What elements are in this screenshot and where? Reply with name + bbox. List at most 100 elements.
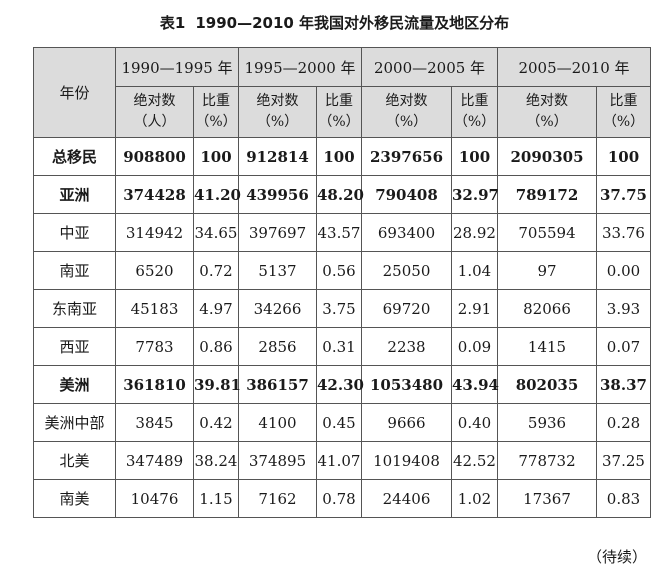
abs-cell: 1019408: [361, 441, 452, 480]
row-label: 北美: [33, 441, 116, 480]
share-cell: 0.07: [596, 327, 651, 366]
row-label: 东南亚: [33, 289, 116, 328]
share-cell: 2.91: [451, 289, 498, 328]
share-cell: 34.65: [193, 213, 239, 252]
table-row: 东南亚 45183 4.97 34266 3.75 69720 2.91 82066 3.93: [33, 289, 651, 328]
abs-cell: 374428: [115, 175, 194, 214]
abs-cell: 25050: [361, 251, 452, 290]
share-cell: 0.45: [316, 403, 362, 442]
share-cell: 100: [316, 137, 362, 176]
table-row: 美洲中部 3845 0.42 4100 0.45 9666 0.40 5936 0.28: [33, 403, 651, 442]
period-header: 2005—2010 年: [497, 47, 651, 87]
share-cell: 33.76: [596, 213, 651, 252]
abs-cell: 9666: [361, 403, 452, 442]
abs-cell: 7783: [115, 327, 194, 366]
share-cell: 0.00: [596, 251, 651, 290]
row-label: 南美: [33, 479, 116, 518]
period-header: 1995—2000 年: [238, 47, 362, 87]
share-cell: 0.28: [596, 403, 651, 442]
share-cell: 0.09: [451, 327, 498, 366]
abs-cell: 2238: [361, 327, 452, 366]
abs-cell: 34266: [238, 289, 317, 328]
table-row: 南美 10476 1.15 7162 0.78 24406 1.02 17367 0.83: [33, 479, 651, 518]
abs-cell: 2856: [238, 327, 317, 366]
share-cell: 42.52: [451, 441, 498, 480]
table-row: 西亚 7783 0.86 2856 0.31 2238 0.09 1415 0.07: [33, 327, 651, 366]
abs-cell: 1053480: [361, 365, 452, 404]
abs-cell: 789172: [497, 175, 597, 214]
abs-cell: 908800: [115, 137, 194, 176]
table-row: 南亚 6520 0.72 5137 0.56 25050 1.04 97 0.00: [33, 251, 651, 290]
abs-cell: 2090305: [497, 137, 597, 176]
abs-cell: 5936: [497, 403, 597, 442]
row-label: 南亚: [33, 251, 116, 290]
abs-header: 绝对数 （%）: [497, 86, 597, 138]
table-row: 亚洲 374428 41.20 439956 48.20 790408 32.97 78917…: [33, 175, 651, 214]
share-cell: 42.30: [316, 365, 364, 404]
share-cell: 3.93: [596, 289, 651, 328]
share-cell: 28.92: [451, 213, 498, 252]
abs-cell: 4100: [238, 403, 317, 442]
share-cell: 38.37: [596, 365, 651, 404]
abs-cell: 5137: [238, 251, 317, 290]
share-cell: 0.42: [193, 403, 239, 442]
abs-cell: 45183: [115, 289, 194, 328]
abs-cell: 778732: [497, 441, 597, 480]
abs-cell: 397697: [238, 213, 317, 252]
table-row: 北美 347489 38.24 374895 41.07 1019408 42.52 7787…: [33, 441, 651, 480]
share-header: 比重 （%）: [316, 86, 362, 138]
period-header: 2000—2005 年: [361, 47, 498, 87]
abs-cell: 17367: [497, 479, 597, 518]
share-cell: 1.02: [451, 479, 498, 518]
abs-cell: 705594: [497, 213, 597, 252]
table-body: 总移民 908800 100 912814 100 2397656 100 2090305 10…: [33, 137, 651, 518]
share-cell: 0.78: [316, 479, 362, 518]
abs-cell: 7162: [238, 479, 317, 518]
table-caption: 表1 1990—2010 年我国对外移民流量及地区分布: [0, 12, 669, 33]
abs-cell: 439956: [238, 175, 317, 214]
share-cell: 41.20: [193, 175, 241, 214]
share-cell: 43.57: [316, 213, 362, 252]
abs-header: 绝对数 （人）: [115, 86, 194, 138]
share-cell: 4.97: [193, 289, 239, 328]
share-cell: 1.15: [193, 479, 239, 518]
share-cell: 37.75: [596, 175, 651, 214]
share-cell: 1.04: [451, 251, 498, 290]
abs-cell: 69720: [361, 289, 452, 328]
share-cell: 0.72: [193, 251, 239, 290]
share-cell: 0.86: [193, 327, 239, 366]
table-title: 1990—2010 年我国对外移民流量及地区分布: [195, 14, 510, 32]
share-cell: 39.81: [193, 365, 241, 404]
abs-cell: 24406: [361, 479, 452, 518]
row-label: 总移民: [33, 137, 116, 176]
share-header: 比重 （%）: [596, 86, 651, 138]
row-label: 亚洲: [33, 175, 116, 214]
abs-cell: 314942: [115, 213, 194, 252]
period-header: 1990—1995 年: [115, 47, 239, 87]
share-cell: 100: [596, 137, 651, 176]
share-cell: 37.25: [596, 441, 651, 480]
share-header: 比重 （%）: [193, 86, 239, 138]
row-label: 中亚: [33, 213, 116, 252]
row-label: 美洲: [33, 365, 116, 404]
row-label: 西亚: [33, 327, 116, 366]
abs-cell: 361810: [115, 365, 194, 404]
abs-header: 绝对数 （%）: [238, 86, 317, 138]
share-cell: 100: [451, 137, 498, 176]
migration-table: 年份 1990—1995 年 1995—2000 年 2000—2005 年 2…: [33, 47, 651, 518]
abs-cell: 82066: [497, 289, 597, 328]
abs-cell: 693400: [361, 213, 452, 252]
abs-cell: 802035: [497, 365, 597, 404]
table-row: 中亚 314942 34.65 397697 43.57 693400 28.92 70559…: [33, 213, 651, 252]
share-cell: 0.40: [451, 403, 498, 442]
abs-cell: 386157: [238, 365, 317, 404]
table-header: 年份 1990—1995 年 1995—2000 年 2000—2005 年 2…: [33, 47, 651, 138]
abs-cell: 10476: [115, 479, 194, 518]
abs-header: 绝对数 （%）: [361, 86, 452, 138]
abs-cell: 6520: [115, 251, 194, 290]
share-cell: 100: [193, 137, 239, 176]
abs-cell: 790408: [361, 175, 452, 214]
share-cell: 38.24: [193, 441, 239, 480]
abs-cell: 912814: [238, 137, 317, 176]
abs-cell: 2397656: [361, 137, 452, 176]
